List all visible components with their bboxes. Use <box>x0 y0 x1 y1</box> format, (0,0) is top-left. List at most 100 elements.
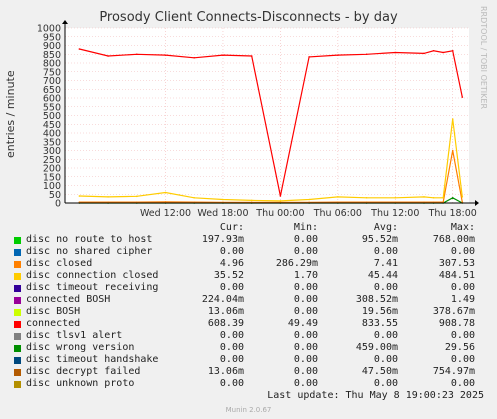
legend-min: 0.00 <box>293 306 318 317</box>
legend-min: 0.00 <box>293 378 318 389</box>
legend-row: disc closed 4.96 286.29m 7.41 307.53 <box>12 258 486 270</box>
legend-cur: 0.00 <box>219 330 244 341</box>
legend-label: disc wrong version <box>26 342 135 353</box>
legend-avg: 0.00 <box>373 378 398 389</box>
y-tick-label: 0 <box>55 199 61 210</box>
x-tick-label: Wed 18:00 <box>197 208 248 219</box>
legend-max: 0.00 <box>450 378 475 389</box>
y-tick-label: 250 <box>43 155 61 166</box>
legend-max: 754.97m <box>432 366 475 377</box>
legend-swatch <box>14 285 21 292</box>
data-point <box>365 196 368 199</box>
y-tick-label: 650 <box>43 85 61 96</box>
y-tick-label: 450 <box>43 120 61 131</box>
data-point <box>308 198 310 201</box>
data-point <box>250 55 253 57</box>
legend-cur: 0.00 <box>219 378 244 389</box>
data-point <box>193 196 196 199</box>
data-point <box>365 53 368 56</box>
legend-avg: 0.00 <box>373 246 398 257</box>
data-point <box>461 196 464 198</box>
legend-cur: 13.06m <box>207 366 244 377</box>
legend-cur: 0.00 <box>219 246 244 257</box>
legend-max: 378.67m <box>432 306 475 317</box>
legend-max: 29.56 <box>444 342 475 353</box>
data-point <box>423 196 425 198</box>
data-point <box>442 51 444 54</box>
legend-row: disc connection closed 35.52 1.70 45.44 484.… <box>12 270 486 282</box>
y-tick-label: 300 <box>43 146 61 157</box>
legend-min: 0.00 <box>293 294 318 305</box>
chart-area: 0501001502002503003504004505005506006507… <box>37 20 479 219</box>
legend-label: disc no route to host <box>26 234 153 245</box>
y-tick-label: 850 <box>43 50 61 61</box>
data-point <box>432 196 435 199</box>
y-tick-label: 50 <box>49 190 61 201</box>
legend-row: disc unknown proto 0.00 0.00 0.00 0.00 <box>12 378 486 390</box>
legend-row: disc tlsv1 alert 0.00 0.00 0.00 0.00 <box>12 330 486 342</box>
data-point <box>78 48 81 50</box>
legend-min: 0.00 <box>293 330 318 341</box>
legend-avg: 0.00 <box>373 330 398 341</box>
legend-cur: 4.96 <box>219 258 244 269</box>
data-point <box>279 200 282 202</box>
legend-min: 49.49 <box>287 318 318 329</box>
legend-cur: 0.00 <box>219 342 244 353</box>
data-point <box>461 96 464 98</box>
legend-max: 908.78 <box>438 318 475 329</box>
legend-label: disc no shared cipher <box>26 246 153 257</box>
data-point <box>423 52 425 55</box>
legend-label: connected BOSH <box>26 294 111 305</box>
legend-swatch <box>14 261 21 268</box>
legend-cur: 13.06m <box>207 306 244 317</box>
y-tick-label: 950 <box>43 32 61 43</box>
legend-row: disc no shared cipher 0.00 0.00 0.00 0.00 <box>12 246 486 258</box>
legend-avg: 19.56m <box>361 306 398 317</box>
legend-label: disc connection closed <box>26 270 159 281</box>
legend-cur: 224.04m <box>201 294 244 305</box>
legend-row: disc timeout receiving 0.00 0.00 0.00 0.00 <box>12 282 486 294</box>
data-point <box>394 51 397 54</box>
legend-avg: 0.00 <box>373 354 398 365</box>
data-point <box>136 53 138 56</box>
legend-cur: 0.00 <box>219 354 244 365</box>
data-point <box>394 196 397 199</box>
y-tick-label: 700 <box>43 76 61 87</box>
legend-swatch <box>14 237 21 244</box>
legend-avg: 459.00m <box>355 342 398 353</box>
y-tick-label: 100 <box>43 181 61 192</box>
legend-cur: 35.52 <box>213 270 244 281</box>
legend-max: 0.00 <box>450 330 475 341</box>
x-axis-arrow-icon <box>475 200 479 206</box>
legend-swatch <box>14 249 21 256</box>
x-tick-label: Thu 06:00 <box>313 208 362 219</box>
legend-min: 0.00 <box>293 366 318 377</box>
legend-avg: 45.44 <box>367 270 398 281</box>
last-update: Last update: Thu May 8 19:00:23 2025 <box>267 390 484 401</box>
legend-row: disc BOSH 13.06m 0.00 19.56m 378.67m <box>12 306 486 318</box>
data-point <box>107 55 109 57</box>
legend-avg: 7.41 <box>373 258 398 269</box>
legend-max: 0.00 <box>450 282 475 293</box>
legend-row: disc no route to host 197.93m 0.00 95.52m 76… <box>12 234 486 246</box>
y-tick-label: 600 <box>43 94 61 105</box>
legend-min: 286.29m <box>275 258 318 269</box>
data-point <box>250 199 253 202</box>
x-tick-label: Wed 12:00 <box>140 208 191 219</box>
legend-label: disc tlsv1 alert <box>26 330 123 341</box>
legend-min: 0.00 <box>293 246 318 257</box>
y-tick-label: 200 <box>43 164 61 175</box>
data-point <box>164 191 167 194</box>
legend-row: disc decrypt failed 13.06m 0.00 47.50m 754.9… <box>12 366 486 378</box>
legend-max: 307.53 <box>438 258 475 269</box>
legend-min: 0.00 <box>293 282 318 293</box>
y-tick-label: 750 <box>43 67 61 78</box>
legend-swatch <box>14 357 21 364</box>
legend-label: disc closed <box>26 258 93 269</box>
legend: Cur: Min: Avg: Max: disc no route to hos… <box>12 222 486 390</box>
data-point <box>78 195 81 197</box>
data-point <box>193 56 196 59</box>
data-point <box>279 195 282 197</box>
header-cur: Cur: <box>219 222 244 233</box>
legend-min: 0.00 <box>293 354 318 365</box>
